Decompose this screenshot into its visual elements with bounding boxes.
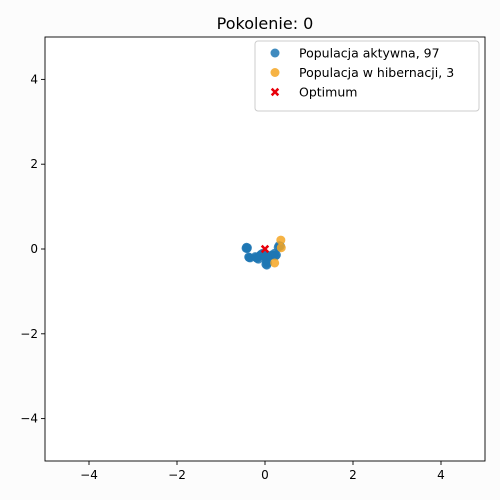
legend-label: Populacja aktywna, 97: [299, 46, 440, 61]
legend: Populacja aktywna, 97 Populacja w hiberna…: [254, 40, 480, 112]
data-point: [241, 243, 251, 253]
x-tick-label: −2: [168, 468, 186, 482]
y-tick-label: −2: [20, 327, 38, 341]
legend-marker: [270, 87, 280, 97]
legend-marker: [270, 48, 280, 58]
optimum-point: [260, 244, 270, 254]
data-point: [276, 243, 286, 253]
series-1: [270, 235, 286, 268]
data-point: [276, 235, 286, 245]
legend-box: [254, 40, 480, 112]
y-tick-label: 2: [30, 157, 38, 171]
x-tick-label: 2: [349, 468, 357, 482]
y-tick-label: 4: [30, 72, 38, 86]
data-point: [270, 258, 280, 268]
series-2: [260, 244, 270, 254]
x-tick-label: 0: [261, 468, 269, 482]
legend-label: Optimum: [299, 85, 357, 100]
data-point: [244, 252, 254, 262]
legend-marker: [270, 68, 280, 77]
legend-label: Populacja w hibernacji, 3: [299, 65, 454, 80]
y-tick-label: 0: [30, 242, 38, 256]
x-tick-label: −4: [80, 468, 98, 482]
y-tick-label: −4: [20, 412, 38, 426]
chart-title: Pokolenie: 0: [217, 14, 314, 33]
x-tick-label: 4: [437, 468, 445, 482]
